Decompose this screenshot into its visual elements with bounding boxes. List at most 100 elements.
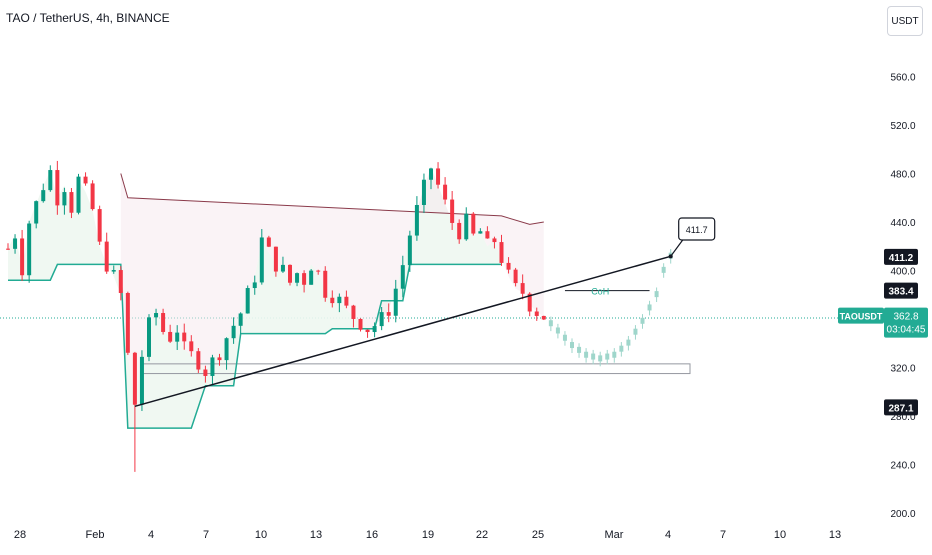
candle-body xyxy=(379,312,384,327)
candle-body xyxy=(450,199,455,223)
symbol-title[interactable]: TAO / TetherUS, 4h, BINANCE xyxy=(6,11,170,25)
price-tick-label: 440.0 xyxy=(890,218,915,229)
candle-body xyxy=(231,325,236,339)
candle-body xyxy=(478,231,483,234)
candle-body xyxy=(513,269,518,284)
candle-body xyxy=(499,242,504,263)
candle-body xyxy=(69,192,74,213)
candle-body xyxy=(111,270,116,272)
candle-body xyxy=(48,170,53,191)
candle-body xyxy=(27,223,32,276)
candle-body xyxy=(316,270,321,272)
projection-candle xyxy=(577,346,582,353)
price-tick-label: 560.0 xyxy=(890,73,915,84)
candle-body xyxy=(203,369,208,376)
candle-body xyxy=(330,297,335,304)
trailing-stop-line xyxy=(8,263,502,429)
candle-body xyxy=(13,238,18,249)
candle-body xyxy=(76,176,81,213)
candle-body xyxy=(161,313,166,332)
candle-body xyxy=(372,326,377,333)
price-tick-label: 400.0 xyxy=(890,267,915,278)
projection-candle xyxy=(640,317,645,324)
time-tick-label: 4 xyxy=(665,529,671,541)
candle-body xyxy=(182,332,187,342)
candle-body xyxy=(485,231,490,239)
candle-body xyxy=(280,264,285,272)
candle-body xyxy=(273,246,278,272)
target-point xyxy=(668,254,673,259)
time-tick-label: 13 xyxy=(310,529,322,541)
candle-body xyxy=(541,315,546,320)
price-badge-label: 287.1 xyxy=(888,403,913,414)
candle-body xyxy=(506,262,511,270)
candle-body xyxy=(147,317,151,357)
candle-body xyxy=(62,192,67,206)
projection-candle xyxy=(661,266,666,273)
candle-body xyxy=(189,341,194,352)
current-price-label: 362.8 xyxy=(893,312,918,323)
candle-body xyxy=(443,184,448,200)
time-tick-label: Mar xyxy=(605,529,624,541)
candle-body xyxy=(154,313,159,318)
price-badge xyxy=(884,399,918,416)
trend-band-fill xyxy=(8,167,502,429)
candle-body xyxy=(252,282,257,289)
currency-button[interactable]: USDT xyxy=(887,6,923,36)
candle-body xyxy=(245,288,250,314)
symbol-badge-label: TAOUSDT xyxy=(840,312,883,322)
target-callout-box xyxy=(678,217,716,241)
price-tick-label: 200.0 xyxy=(890,509,915,520)
candle-body xyxy=(295,273,300,283)
candle-body xyxy=(83,176,88,184)
time-tick-label: 22 xyxy=(476,529,488,541)
candle-body xyxy=(429,168,433,180)
resistance-band-fill xyxy=(120,167,544,404)
projection-candle xyxy=(647,304,652,311)
time-tick-label: 13 xyxy=(829,529,841,541)
candle-body xyxy=(365,329,370,333)
candle-body xyxy=(400,265,405,289)
candle-body xyxy=(344,296,349,306)
candle-body xyxy=(421,179,426,205)
projection-candle xyxy=(605,353,610,360)
resistance-band-line xyxy=(120,173,544,225)
candle-body xyxy=(224,338,229,361)
candle-body xyxy=(90,183,95,210)
projection-candle xyxy=(633,328,638,335)
coh-label: CoH xyxy=(591,287,609,297)
target-callout-label: 411.7 xyxy=(686,225,708,235)
price-tick-label: 240.0 xyxy=(890,461,915,472)
candle-body xyxy=(55,170,60,206)
time-tick-label: 10 xyxy=(774,529,786,541)
price-tick-label: 280.0 xyxy=(890,412,915,423)
time-tick-label: 25 xyxy=(532,529,544,541)
target-callout-pointer xyxy=(670,239,684,257)
candle-body xyxy=(238,313,243,326)
projection-candle xyxy=(570,342,574,349)
projection-candle xyxy=(584,351,589,358)
candle-body xyxy=(259,237,264,283)
candle-body xyxy=(168,331,173,342)
candle-body xyxy=(20,238,25,276)
candle-body xyxy=(210,357,215,376)
candle-body xyxy=(527,293,532,312)
price-badge-label: 411.2 xyxy=(889,253,914,264)
time-tick-label: 7 xyxy=(203,529,209,541)
price-badge-label: 383.4 xyxy=(888,287,913,298)
price-tick-label: 480.0 xyxy=(890,170,915,181)
time-tick-label: 7 xyxy=(720,529,726,541)
candle-body xyxy=(436,168,441,185)
candle-body xyxy=(309,270,314,285)
projection-candle xyxy=(555,327,560,334)
candle-body xyxy=(386,312,391,316)
candle-body xyxy=(520,283,525,294)
candle-body xyxy=(125,293,130,353)
projection-candle xyxy=(619,345,624,352)
projection-candle xyxy=(598,355,603,362)
candle-body xyxy=(492,238,497,243)
projection-candle xyxy=(612,351,617,358)
candle-body xyxy=(34,201,39,224)
